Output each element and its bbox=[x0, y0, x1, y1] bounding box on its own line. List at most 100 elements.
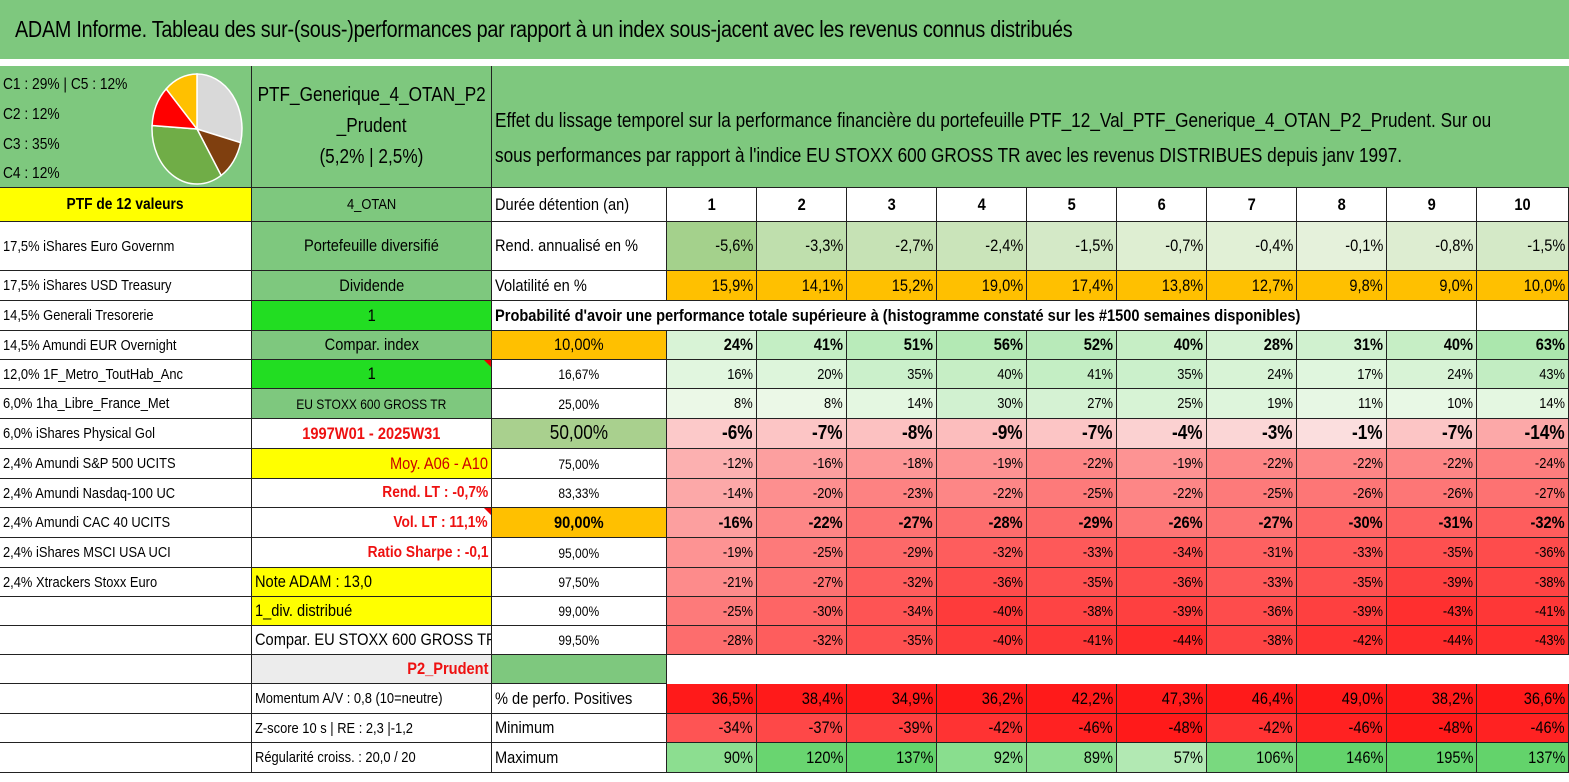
holding-item: 6,0% iShares Physical Gol bbox=[0, 419, 252, 449]
max-value-text: 92% bbox=[993, 747, 1023, 767]
vol-value-text: 13,8% bbox=[1161, 275, 1203, 295]
probability-value-text: -4% bbox=[1172, 422, 1203, 444]
rend-value-text: -3,3% bbox=[804, 236, 843, 255]
threshold-cell-text: 75,00% bbox=[558, 455, 600, 472]
probability-value: 41% bbox=[1027, 360, 1117, 389]
probability-value: 30% bbox=[937, 389, 1027, 419]
rend-value: -1,5% bbox=[1027, 222, 1117, 271]
probability-value: -39% bbox=[1387, 568, 1477, 597]
pos-value-text: 38,2% bbox=[1431, 688, 1473, 708]
probability-value: -34% bbox=[1117, 538, 1207, 568]
year-header-text: 2 bbox=[797, 194, 806, 214]
probability-value-text: -1% bbox=[1352, 422, 1383, 444]
probability-value-text: -22% bbox=[1172, 484, 1203, 502]
probability-value-text: -33% bbox=[1262, 573, 1293, 591]
rend-value: -5,6% bbox=[667, 222, 757, 271]
rend-value-text: -0,4% bbox=[1254, 236, 1293, 255]
max-value-text: 89% bbox=[1083, 747, 1113, 767]
probability-value: 14% bbox=[1477, 389, 1569, 419]
probability-value-text: -25% bbox=[1082, 484, 1113, 502]
threshold-cell-text: 97,50% bbox=[558, 574, 600, 590]
pos-value: 47,3% bbox=[1117, 684, 1207, 714]
min-value-text: -46% bbox=[1348, 718, 1383, 737]
probability-value: -26% bbox=[1117, 508, 1207, 538]
otan-cell-text: 4_OTAN bbox=[346, 196, 397, 213]
note-cell: Note ADAM : 13,0 bbox=[252, 568, 492, 597]
probability-value: -22% bbox=[1117, 479, 1207, 508]
probability-value: -22% bbox=[937, 479, 1027, 508]
holding-item: 17,5% iShares USD Treasury bbox=[0, 271, 252, 301]
probability-value-text: -40% bbox=[992, 631, 1023, 649]
probability-value-text: -44% bbox=[1442, 631, 1473, 649]
title-banner: ADAM Informe. Tableau des sur-(sous-)per… bbox=[0, 0, 1569, 62]
probability-value: -20% bbox=[757, 479, 847, 508]
probability-value-text: 24% bbox=[1267, 365, 1293, 383]
probability-value-text: -40% bbox=[992, 602, 1023, 620]
rend-label: Rend. annualisé en % bbox=[492, 222, 667, 271]
probability-value: -24% bbox=[1477, 449, 1569, 479]
rend-value-text: -5,6% bbox=[714, 236, 753, 255]
probability-value-text: 20% bbox=[817, 365, 843, 383]
probability-value-text: 24% bbox=[723, 335, 753, 354]
duree-label-text: Durée détention (an) bbox=[495, 194, 630, 214]
min-value-text: -39% bbox=[898, 718, 933, 737]
max-value-text: 137% bbox=[1527, 747, 1565, 767]
max-label-text: Maximum bbox=[495, 747, 559, 767]
probability-value-text: -27% bbox=[898, 512, 933, 532]
holding-item: 17,5% iShares Euro Governm bbox=[0, 222, 252, 271]
profile-cell: P2_Prudent bbox=[252, 655, 492, 684]
probability-value-text: -32% bbox=[1530, 512, 1565, 532]
probability-value-text: -36% bbox=[992, 573, 1023, 591]
threshold-cell-text: 90,00% bbox=[554, 512, 604, 532]
rend-value-text: -2,4% bbox=[984, 236, 1023, 255]
year-header: 7 bbox=[1207, 188, 1297, 222]
probability-value: 40% bbox=[1117, 331, 1207, 360]
threshold-cell: 90,00% bbox=[492, 508, 667, 538]
year-header-text: 5 bbox=[1067, 194, 1076, 214]
spreadsheet: C1 : 29% | C5 : 12% C2 : 12% C3 : 35% C4… bbox=[0, 66, 1569, 782]
probability-value-text: 8% bbox=[824, 395, 843, 412]
probability-value: -25% bbox=[667, 597, 757, 626]
rend-value: -2,7% bbox=[847, 222, 937, 271]
moy-cell-text: Moy. A06 - A10 bbox=[389, 453, 488, 473]
vol-value-text: 15,9% bbox=[711, 275, 753, 295]
max-value: 89% bbox=[1027, 743, 1117, 773]
threshold-cell: 99,00% bbox=[492, 597, 667, 626]
holding-item: 2,4% Amundi Nasdaq-100 UC bbox=[0, 479, 252, 508]
probability-value: -7% bbox=[1387, 419, 1477, 449]
probability-value: -19% bbox=[937, 449, 1027, 479]
sharpe-cell: Ratio Sharpe : -0,1 bbox=[252, 538, 492, 568]
probability-value-text: -22% bbox=[1352, 455, 1383, 472]
holding-item: 12,0% 1F_Metro_ToutHab_Anc bbox=[0, 360, 252, 389]
probability-value-text: -32% bbox=[812, 631, 843, 649]
probability-value-text: -14% bbox=[1524, 422, 1565, 444]
holdings-header-text: PTF de 12 valeurs bbox=[66, 195, 185, 213]
flag-cell: 1 bbox=[252, 301, 492, 331]
probability-value-text: 40% bbox=[997, 365, 1023, 383]
probability-value: -32% bbox=[757, 626, 847, 655]
pos-value-text: 47,3% bbox=[1161, 688, 1203, 708]
probability-value: -21% bbox=[667, 568, 757, 597]
empty-cell bbox=[1477, 301, 1569, 331]
min-value: -42% bbox=[937, 714, 1027, 743]
threshold-cell: 99,50% bbox=[492, 626, 667, 655]
diversifie-cell-text: Portefeuille diversifié bbox=[304, 236, 439, 255]
probability-value: 27% bbox=[1027, 389, 1117, 419]
probability-value-text: -16% bbox=[812, 455, 843, 472]
probability-value-text: -12% bbox=[722, 455, 753, 472]
probability-value-text: -33% bbox=[1082, 544, 1113, 561]
max-value-text: 120% bbox=[805, 747, 843, 767]
probability-value-text: 51% bbox=[903, 335, 933, 354]
probability-value-text: -29% bbox=[902, 544, 933, 561]
probability-value: -42% bbox=[1297, 626, 1387, 655]
otan-cell: 4_OTAN bbox=[252, 188, 492, 222]
min-value-text: -46% bbox=[1078, 718, 1113, 737]
probability-value-text: -7% bbox=[1082, 422, 1113, 444]
min-value-text: -48% bbox=[1168, 718, 1203, 737]
probability-value: -38% bbox=[1027, 597, 1117, 626]
rend-value: -0,7% bbox=[1117, 222, 1207, 271]
year-header: 3 bbox=[847, 188, 937, 222]
year-header-text: 6 bbox=[1157, 194, 1166, 214]
duree-label: Durée détention (an) bbox=[492, 188, 667, 222]
holding-item-text: 17,5% iShares USD Treasury bbox=[3, 277, 172, 294]
